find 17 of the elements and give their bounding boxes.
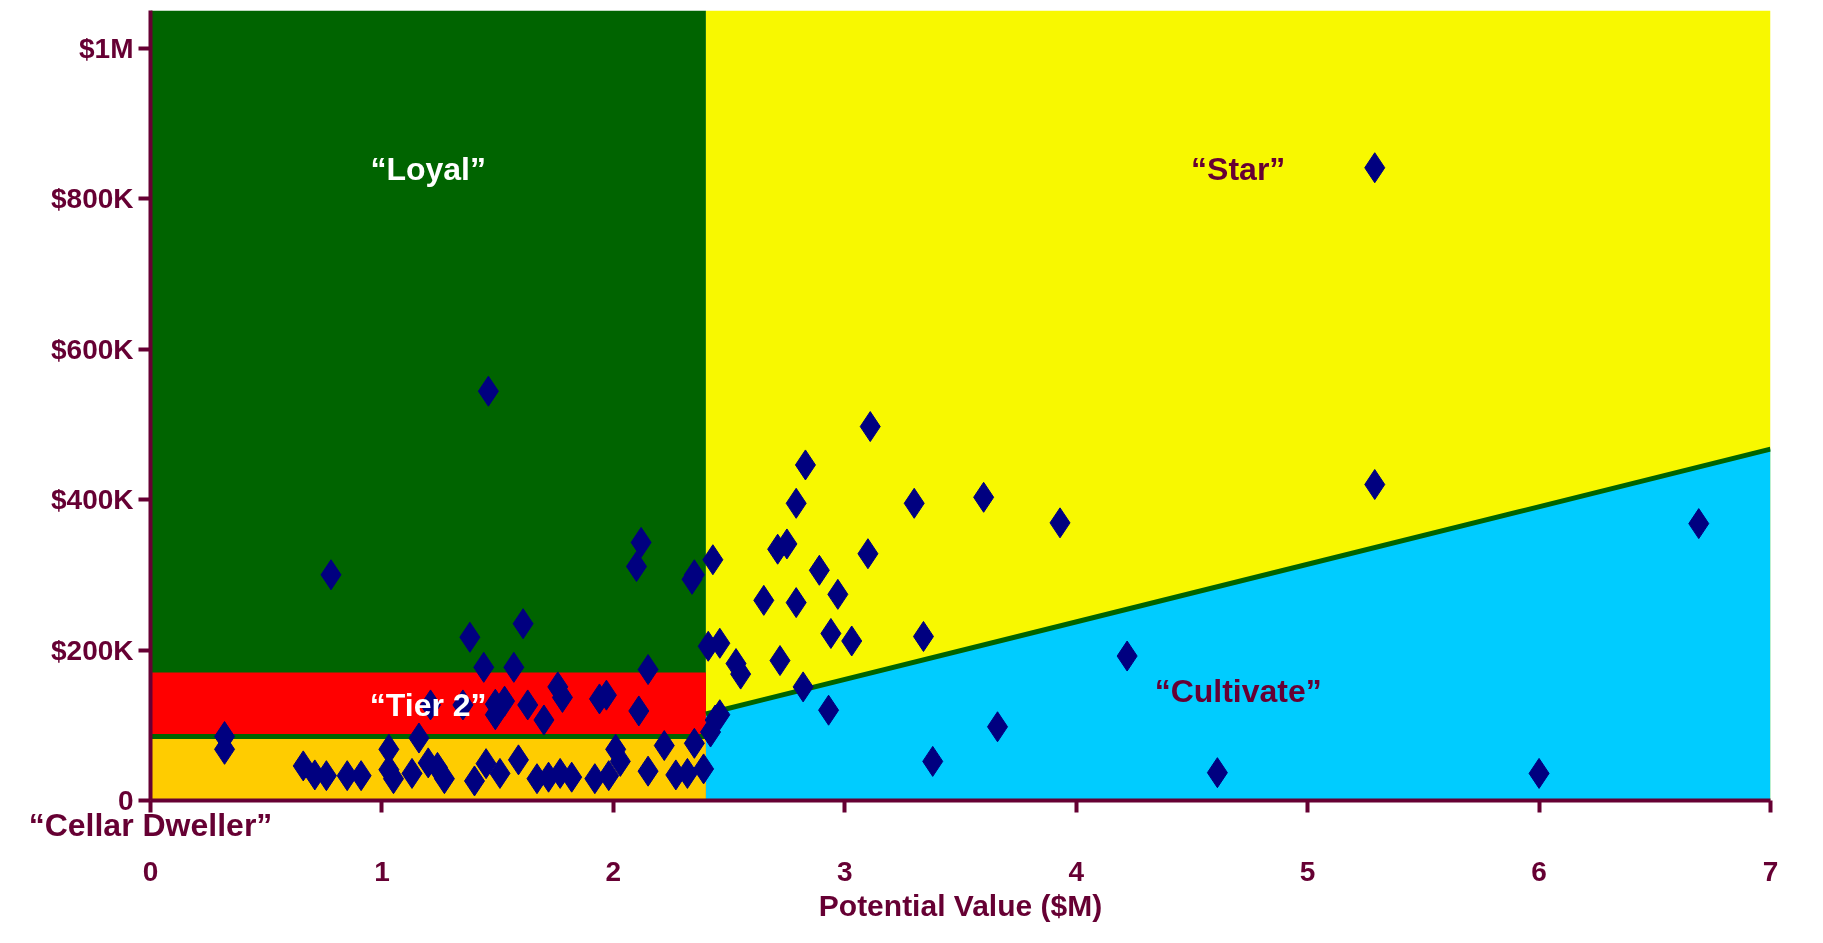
band-label: “Loyal” [370,150,486,187]
y-tick-label: $600K [50,333,134,365]
x-tick-label: 1 [374,855,390,887]
series-label: “Cultivate” [1154,673,1322,710]
x-tick-label: 0 [142,855,159,887]
x-tick-label: 5 [1299,855,1316,887]
band-label: “Star” [1191,150,1286,187]
y-tick-label: $200K [50,634,134,666]
x-tick-label: 4 [1068,855,1085,887]
y-tick-label: $800K [50,183,134,215]
x-tick-label: 2 [605,855,622,887]
y-tick-label: $400K [50,484,134,516]
x-tick-label: 3 [837,855,853,887]
x-tick-label: 7 [1762,855,1779,887]
x-axis-title: Potential Value ($M) [818,888,1103,922]
x-tick-label: 6 [1531,855,1547,887]
y-tick-label: $1M [79,32,134,64]
